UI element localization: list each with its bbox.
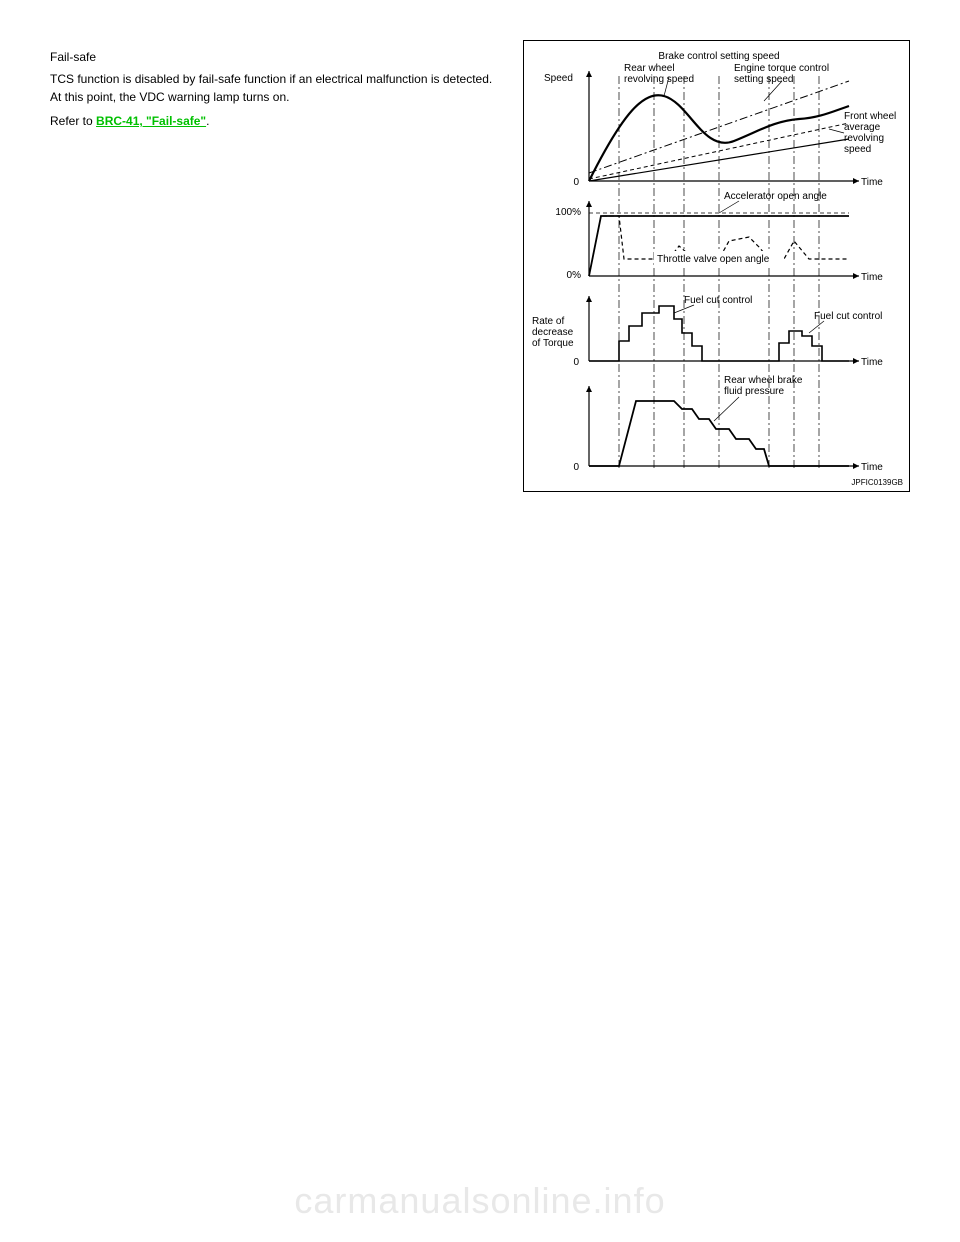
svg-text:0: 0 <box>573 357 579 368</box>
fail-safe-link[interactable]: BRC-41, "Fail-safe" <box>96 114 206 128</box>
svg-text:Rear wheel brakefluid pressure: Rear wheel brakefluid pressure <box>724 375 803 397</box>
svg-text:0: 0 <box>573 177 579 188</box>
svg-text:Time: Time <box>861 177 883 188</box>
svg-text:Time: Time <box>861 272 883 283</box>
content-row: Fail-safe TCS function is disabled by fa… <box>50 40 910 492</box>
svg-text:Fuel cut control: Fuel cut control <box>814 311 882 322</box>
fail-safe-heading: Fail-safe <box>50 50 503 64</box>
svg-text:Speed: Speed <box>544 73 573 84</box>
svg-text:Front wheelaveragerevolvingspe: Front wheelaveragerevolvingspeed <box>844 111 896 155</box>
figure-svg: Brake control setting speed Speed Rear whe… <box>524 41 909 486</box>
svg-text:Time: Time <box>861 357 883 368</box>
svg-text:0%: 0% <box>567 270 582 281</box>
svg-text:Throttle valve open angle: Throttle valve open angle <box>657 254 770 265</box>
svg-text:Rear wheelrevolving speed: Rear wheelrevolving speed <box>624 63 694 85</box>
svg-text:Brake control setting speed: Brake control setting speed <box>658 51 779 62</box>
svg-text:Fuel cut control: Fuel cut control <box>684 295 752 306</box>
watermark: carmanualsonline.info <box>0 1180 960 1222</box>
svg-text:Accelerator open angle: Accelerator open angle <box>724 191 827 202</box>
svg-text:Rate ofdecreaseof Torque: Rate ofdecreaseof Torque <box>532 316 574 349</box>
refer-line: Refer to BRC-41, "Fail-safe". <box>50 112 503 130</box>
svg-text:0: 0 <box>573 462 579 473</box>
page-container: Fail-safe TCS function is disabled by fa… <box>0 0 960 1240</box>
svg-text:100%: 100% <box>555 207 581 218</box>
figure-box: Brake control setting speed Speed Rear whe… <box>523 40 910 492</box>
figure-code: JPFIC0139GB <box>851 478 903 487</box>
fail-safe-body: TCS function is disabled by fail-safe fu… <box>50 70 503 106</box>
svg-text:Time: Time <box>861 462 883 473</box>
refer-prefix: Refer to <box>50 114 96 128</box>
refer-suffix: . <box>206 114 209 128</box>
text-column: Fail-safe TCS function is disabled by fa… <box>50 40 503 492</box>
